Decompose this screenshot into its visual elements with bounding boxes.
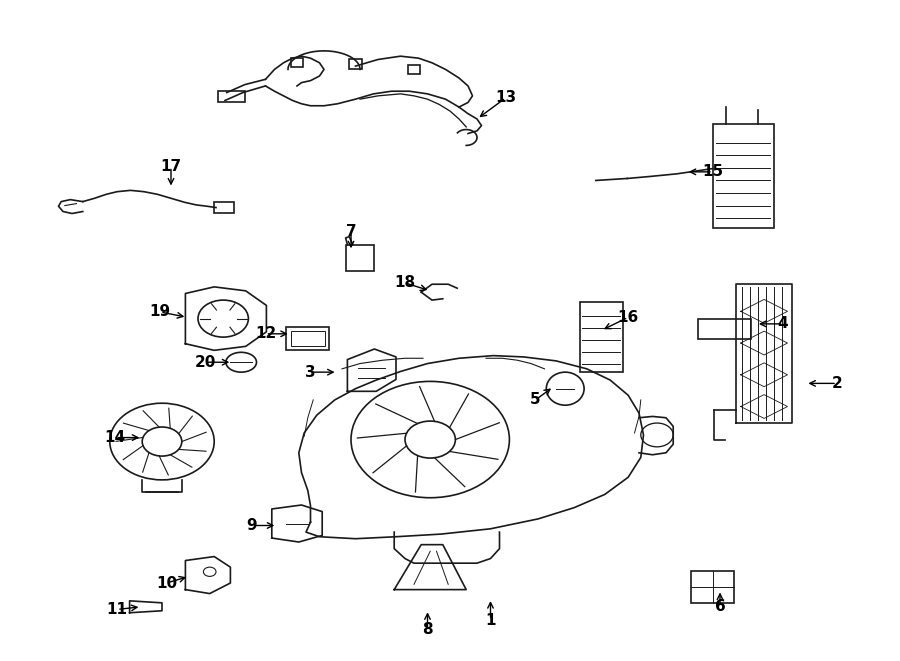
Bar — [214, 202, 234, 213]
Text: 15: 15 — [702, 165, 724, 179]
Bar — [286, 327, 329, 350]
Text: 10: 10 — [156, 576, 177, 590]
Bar — [698, 319, 751, 339]
Text: 14: 14 — [104, 430, 126, 445]
Text: 18: 18 — [394, 276, 416, 290]
Bar — [691, 571, 734, 603]
Bar — [349, 59, 362, 69]
Bar — [713, 124, 774, 228]
Bar — [291, 330, 325, 346]
Text: 4: 4 — [778, 317, 788, 331]
Text: 9: 9 — [247, 518, 257, 533]
Bar — [408, 65, 420, 74]
Text: 12: 12 — [255, 327, 276, 341]
Text: 2: 2 — [832, 376, 842, 391]
Bar — [291, 58, 303, 67]
Text: 5: 5 — [530, 393, 541, 407]
Bar — [346, 245, 374, 271]
Text: 11: 11 — [106, 602, 128, 617]
Text: 1: 1 — [485, 613, 496, 627]
Text: 8: 8 — [422, 622, 433, 637]
Text: 16: 16 — [617, 310, 639, 325]
Text: 6: 6 — [715, 600, 725, 614]
Bar — [218, 91, 245, 102]
Text: 19: 19 — [149, 305, 171, 319]
Text: 13: 13 — [495, 91, 517, 105]
Text: 20: 20 — [194, 355, 216, 369]
Bar — [580, 303, 623, 371]
Text: 3: 3 — [305, 365, 316, 379]
Text: 7: 7 — [346, 224, 356, 239]
Text: 17: 17 — [160, 159, 182, 174]
